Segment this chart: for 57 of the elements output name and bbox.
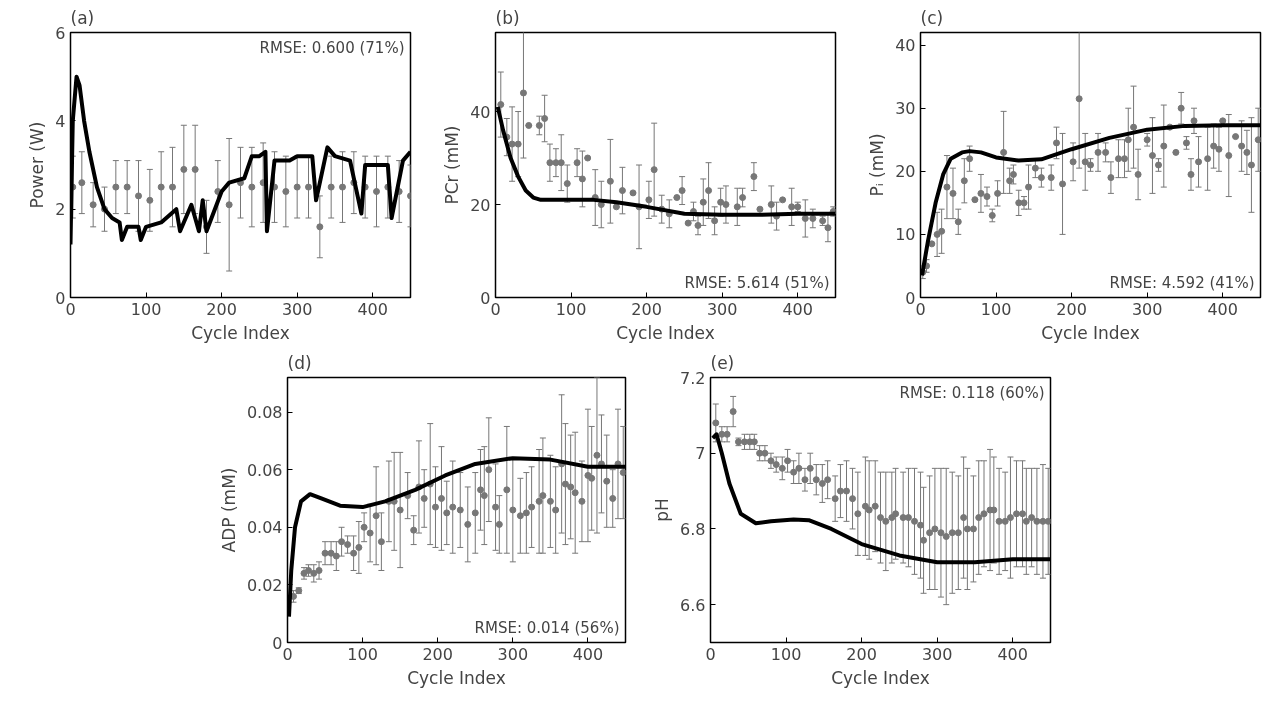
x-tick-label: 300 xyxy=(921,644,953,664)
y-tick-label: 6.8 xyxy=(680,519,706,539)
x-axis-title: Cycle Index xyxy=(1041,322,1140,343)
x-tick-label: 400 xyxy=(1207,299,1238,319)
x-tick-label: 100 xyxy=(130,299,162,319)
x-tick-label: 300 xyxy=(1131,299,1163,319)
y-tick-label: 6 xyxy=(55,23,66,43)
y-tick-label: 4 xyxy=(55,111,66,131)
y-tick-label: 0.06 xyxy=(246,460,283,480)
y-tick-label: 30 xyxy=(895,99,916,119)
y-tick-label: 0.08 xyxy=(246,403,283,423)
y-tick-label: 20 xyxy=(895,162,916,182)
x-axis-title: Cycle Index xyxy=(616,322,715,343)
y-tick-label: 10 xyxy=(895,225,916,245)
y-tick-label: 40 xyxy=(895,36,916,56)
x-tick-label: 200 xyxy=(422,644,453,664)
x-tick-label: 200 xyxy=(206,299,237,319)
x-tick-label: 400 xyxy=(997,644,1028,664)
x-axis-title: Cycle Index xyxy=(831,667,930,688)
y-axis-title: Pᵢ (mM) xyxy=(867,133,888,197)
y-tick-label: 0.04 xyxy=(246,518,283,538)
x-axis-title: Cycle Index xyxy=(407,667,506,688)
y-tick-label: 20 xyxy=(470,195,491,215)
y-axis-title: pH xyxy=(652,498,673,522)
x-tick-label: 200 xyxy=(846,644,877,664)
x-tick-label: 200 xyxy=(631,299,662,319)
annotation: RMSE: 0.014 (56%) xyxy=(474,618,620,637)
y-tick-label: 7.2 xyxy=(680,368,706,388)
x-tick-label: 100 xyxy=(347,644,378,664)
chart-title: (b) xyxy=(495,7,520,28)
x-tick-label: 300 xyxy=(281,299,313,319)
chart-title: (c) xyxy=(920,7,944,28)
x-tick-label: 400 xyxy=(782,299,813,319)
y-tick-label: 40 xyxy=(470,102,491,122)
y-axis-title: Power (W) xyxy=(27,121,48,209)
y-tick-label: 2 xyxy=(55,200,66,220)
y-tick-label: 0.02 xyxy=(246,575,283,595)
y-tick-label: 7 xyxy=(695,444,706,464)
x-axis-title: Cycle Index xyxy=(191,322,290,343)
x-tick-label: 400 xyxy=(357,299,388,319)
y-axis-title: ADP (mM) xyxy=(218,467,239,553)
y-tick-label: 6.6 xyxy=(680,595,706,615)
x-tick-label: 200 xyxy=(1056,299,1087,319)
annotation: RMSE: 0.600 (71%) xyxy=(259,38,405,57)
annotation: RMSE: 0.118 (60%) xyxy=(899,383,1045,402)
x-tick-label: 100 xyxy=(555,299,587,319)
x-tick-label: 300 xyxy=(706,299,738,319)
chart-title: (a) xyxy=(70,7,95,28)
x-tick-label: 400 xyxy=(572,644,604,664)
x-tick-label: 100 xyxy=(770,644,802,664)
annotation: RMSE: 5.614 (51%) xyxy=(684,273,830,292)
annotation: RMSE: 4.592 (41%) xyxy=(1109,273,1255,292)
x-tick-label: 100 xyxy=(980,299,1012,319)
y-axis-title: PCr (mM) xyxy=(442,125,463,205)
x-tick-label: 300 xyxy=(497,644,529,664)
chart-title: (e) xyxy=(710,352,735,373)
chart-title: (d) xyxy=(287,352,312,373)
